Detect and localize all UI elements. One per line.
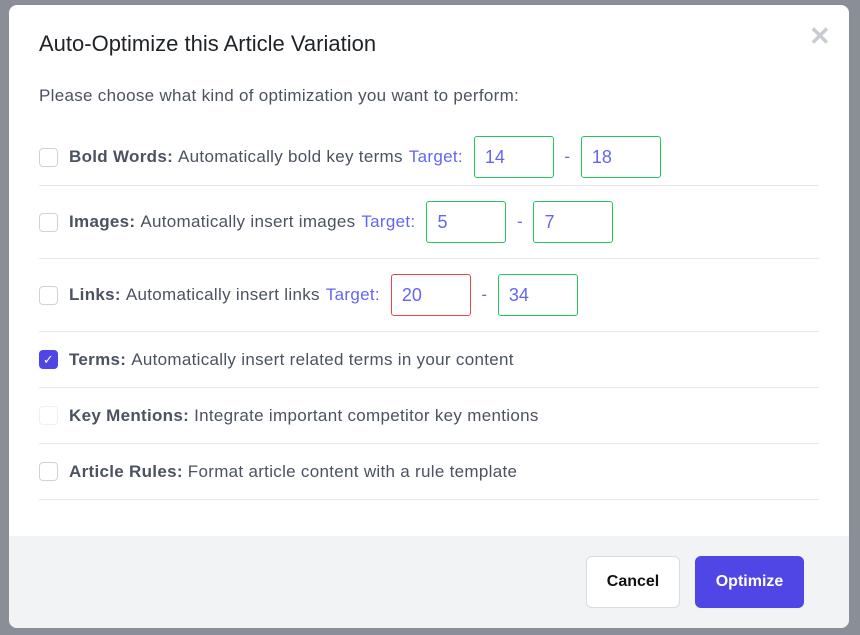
range-separator: - bbox=[564, 147, 571, 166]
images-min-input[interactable] bbox=[426, 201, 507, 243]
option-label: Links: bbox=[69, 285, 121, 304]
option-label: Key Mentions: bbox=[69, 405, 190, 425]
bold-words-min-input[interactable] bbox=[473, 136, 554, 178]
option-desc: Automatically insert images bbox=[140, 212, 356, 231]
target-label: Target: bbox=[325, 285, 380, 304]
option-terms: ✓ Terms: Automatically insert related te… bbox=[39, 332, 819, 388]
option-desc: Automatically insert related terms in yo… bbox=[131, 349, 514, 369]
option-key-mentions: Key Mentions: Integrate important compet… bbox=[39, 388, 819, 444]
option-label: Terms: bbox=[69, 349, 127, 369]
option-bold-words: Bold Words: Automatically bold key terms… bbox=[39, 129, 819, 186]
option-article-rules: Article Rules: Format article content wi… bbox=[39, 444, 819, 500]
dialog-footer: Cancel Optimize bbox=[9, 536, 849, 628]
option-desc: Automatically bold key terms bbox=[178, 147, 403, 166]
images-checkbox[interactable] bbox=[39, 212, 58, 232]
optimize-button[interactable]: Optimize bbox=[695, 556, 804, 608]
images-max-input[interactable] bbox=[533, 201, 614, 243]
option-images: Images: Automatically insert images Targ… bbox=[39, 186, 819, 259]
option-desc: Integrate important competitor key menti… bbox=[194, 405, 539, 425]
bold-words-max-input[interactable] bbox=[580, 136, 661, 178]
range-separator: - bbox=[481, 285, 488, 304]
auto-optimize-dialog: Auto-Optimize this Article Variation ✕ P… bbox=[9, 5, 849, 628]
links-min-input[interactable] bbox=[390, 274, 471, 316]
range-separator: - bbox=[516, 212, 523, 231]
target-label: Target: bbox=[408, 147, 463, 166]
bold-words-checkbox[interactable] bbox=[39, 147, 58, 167]
option-label: Article Rules: bbox=[69, 461, 183, 481]
links-checkbox[interactable] bbox=[39, 285, 58, 305]
option-label: Images: bbox=[69, 212, 136, 231]
cancel-button[interactable]: Cancel bbox=[586, 556, 680, 608]
target-label: Target: bbox=[361, 212, 416, 231]
key-mentions-checkbox[interactable] bbox=[39, 406, 58, 425]
links-max-input[interactable] bbox=[497, 274, 578, 316]
article-rules-checkbox[interactable] bbox=[39, 462, 58, 481]
terms-checkbox[interactable]: ✓ bbox=[39, 350, 58, 369]
option-desc: Format article content with a rule templ… bbox=[187, 461, 518, 481]
option-links: Links: Automatically insert links Target… bbox=[39, 259, 819, 332]
option-desc: Automatically insert links bbox=[125, 285, 320, 304]
dialog-title: Auto-Optimize this Article Variation bbox=[39, 31, 377, 56]
close-icon[interactable]: ✕ bbox=[809, 21, 831, 51]
dialog-intro: Please choose what kind of optimization … bbox=[39, 86, 520, 105]
option-label: Bold Words: bbox=[69, 147, 174, 166]
